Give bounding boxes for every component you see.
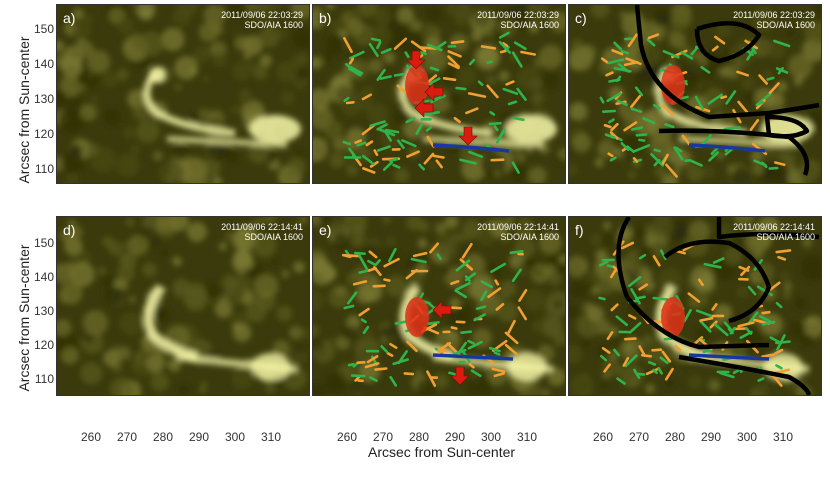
panel-label: e) xyxy=(319,222,332,238)
x-axis-label: Arcsec from Sun-center xyxy=(368,444,516,460)
ytick-top-150: 150 xyxy=(33,22,54,36)
xtick-col1-260: 260 xyxy=(336,430,358,444)
xtick-col1-290: 290 xyxy=(444,430,466,444)
xtick-col2-280: 280 xyxy=(664,430,686,444)
ytick-top-110: 110 xyxy=(34,162,54,176)
xtick-col1-270: 270 xyxy=(372,430,394,444)
panel-b: b) 2011/09/06 22:03:29 SDO/AIA 1600 xyxy=(312,4,566,184)
arrow-left-icon xyxy=(432,300,452,320)
panel-label: c) xyxy=(575,10,587,26)
solar-image xyxy=(313,217,565,395)
xtick-col0-290: 290 xyxy=(188,430,210,444)
xtick-col2-290: 290 xyxy=(700,430,722,444)
timestamp: 2011/09/06 22:14:41 SDO/AIA 1600 xyxy=(477,222,559,242)
ytick-top-120: 120 xyxy=(33,127,54,141)
solar-image xyxy=(569,5,821,183)
panel-a: a) 2011/09/06 22:03:29 SDO/AIA 1600 xyxy=(56,4,310,184)
arrow-left-icon xyxy=(414,98,434,118)
panel-e: e) 2011/09/06 22:14:41 SDO/AIA 1600 xyxy=(312,216,566,396)
ytick-top-140: 140 xyxy=(33,57,54,71)
xtick-col0-300: 300 xyxy=(224,430,246,444)
xtick-col2-300: 300 xyxy=(736,430,758,444)
xtick-col0-260: 260 xyxy=(80,430,102,444)
xtick-col0-280: 280 xyxy=(152,430,174,444)
xtick-col1-310: 310 xyxy=(516,430,538,444)
timestamp: 2011/09/06 22:03:29 SDO/AIA 1600 xyxy=(733,10,815,30)
panel-label: b) xyxy=(319,10,332,26)
panel-d: d) 2011/09/06 22:14:41 SDO/AIA 1600 xyxy=(56,216,310,396)
panel-c: c) 2011/09/06 22:03:29 SDO/AIA 1600 xyxy=(568,4,822,184)
ytick-bottom-110: 110 xyxy=(34,372,54,386)
arrow-left-icon xyxy=(424,82,444,102)
xtick-col0-270: 270 xyxy=(116,430,138,444)
timestamp: 2011/09/06 22:14:41 SDO/AIA 1600 xyxy=(221,222,303,242)
xtick-col1-280: 280 xyxy=(408,430,430,444)
ytick-bottom-120: 120 xyxy=(33,338,54,352)
xtick-col1-300: 300 xyxy=(480,430,502,444)
solar-image xyxy=(57,5,309,183)
timestamp: 2011/09/06 22:03:29 SDO/AIA 1600 xyxy=(221,10,303,30)
ytick-top-130: 130 xyxy=(33,92,54,106)
arrow-down-icon xyxy=(406,50,426,70)
solar-image xyxy=(569,217,821,395)
timestamp: 2011/09/06 22:14:41 SDO/AIA 1600 xyxy=(733,222,815,242)
xtick-col2-270: 270 xyxy=(628,430,650,444)
panel-label: d) xyxy=(63,222,76,238)
xtick-col0-310: 310 xyxy=(260,430,282,444)
solar-image xyxy=(313,5,565,183)
xtick-col2-310: 310 xyxy=(772,430,794,444)
solar-image xyxy=(57,217,309,395)
panel-f: f) 2011/09/06 22:14:41 SDO/AIA 1600 xyxy=(568,216,822,396)
ytick-bottom-150: 150 xyxy=(33,236,54,250)
ytick-bottom-140: 140 xyxy=(33,270,54,284)
timestamp: 2011/09/06 22:03:29 SDO/AIA 1600 xyxy=(477,10,559,30)
panel-label: f) xyxy=(575,222,584,238)
arrow-down-icon xyxy=(450,366,470,386)
xtick-col2-260: 260 xyxy=(592,430,614,444)
arrow-down-icon xyxy=(458,126,478,146)
ytick-bottom-130: 130 xyxy=(33,304,54,318)
panel-label: a) xyxy=(63,10,76,26)
